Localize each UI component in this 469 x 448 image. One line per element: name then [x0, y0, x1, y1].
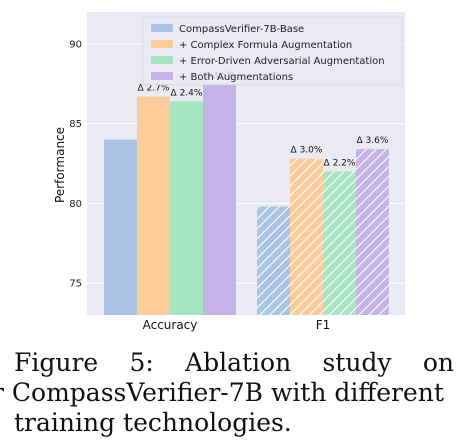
bar-hatch — [323, 171, 356, 315]
legend: CompassVerifier-7B-Base + Complex Formula… — [142, 16, 403, 86]
bar — [203, 83, 236, 316]
bar-annotation: Δ 3.0% — [291, 146, 323, 156]
bar-annotation: Δ 3.6% — [357, 136, 389, 146]
x-category-label: Accuracy — [143, 318, 198, 332]
y-tick-label: 90 — [69, 39, 82, 50]
caption-word: Ablation — [185, 348, 292, 377]
legend-label: CompassVerifier-7B-Base — [179, 24, 304, 35]
x-categories: Accuracy F1 — [143, 318, 331, 332]
caption-word: Figure — [14, 348, 99, 377]
caption-word: 5: — [129, 348, 154, 377]
bars — [104, 83, 389, 316]
y-tick-label: 75 — [69, 279, 82, 290]
bar-hatch — [356, 149, 389, 315]
caption-line-3: training technologies. — [14, 408, 292, 437]
bar-hatch — [257, 206, 290, 315]
figure-caption: Figure 5: Ablation study on r CompassVer… — [0, 344, 469, 448]
x-category-label: F1 — [316, 318, 331, 332]
legend-swatch — [151, 24, 173, 32]
legend-label: + Both Augmentations — [179, 72, 293, 83]
caption-line-1: Figure 5: Ablation study on — [14, 348, 454, 378]
caption-line-2: r CompassVerifier-7B with different — [0, 378, 444, 407]
caption-word: on — [422, 348, 454, 377]
bar — [170, 101, 203, 315]
bar — [104, 139, 137, 315]
caption-word: study — [322, 348, 392, 377]
bar — [137, 96, 170, 315]
legend-swatch — [151, 56, 173, 64]
bar-annotation: Δ 2.2% — [324, 158, 356, 168]
legend-label: + Error-Driven Adversarial Augmentation — [179, 56, 385, 67]
legend-frame — [142, 16, 403, 86]
legend-swatch — [151, 72, 173, 80]
y-tick-label: 80 — [69, 199, 82, 210]
y-axis-label: Performance — [53, 127, 67, 203]
legend-swatch — [151, 40, 173, 48]
bar-hatch — [290, 158, 323, 315]
bar-annotation: Δ 2.4% — [171, 88, 203, 98]
bar-annotation: Δ 2.7% — [138, 84, 170, 94]
legend-label: + Complex Formula Augmentation — [179, 40, 352, 51]
y-tick-label: 85 — [69, 119, 82, 130]
y-ticks: 75 80 85 90 — [69, 39, 82, 289]
